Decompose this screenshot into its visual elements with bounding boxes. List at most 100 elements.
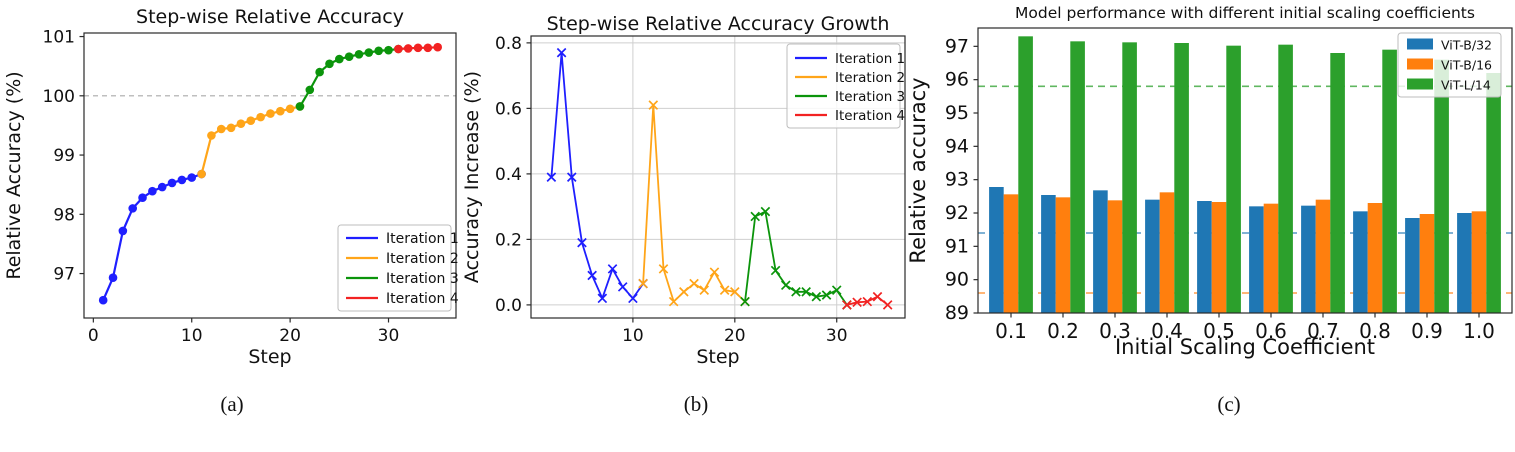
svg-text:0.1: 0.1 (995, 319, 1027, 343)
c-bar (1041, 195, 1056, 313)
svg-text:10: 10 (622, 326, 644, 346)
subplot-a: 0 10 20 30 97 98 99 100 101 Step-wise Relative Ac… (3, 6, 459, 368)
svg-text:Iteration 3: Iteration 3 (835, 89, 905, 105)
c-bar (1278, 44, 1293, 314)
svg-text:0.6: 0.6 (1255, 319, 1287, 343)
c-bars-vit-l-14 (1018, 36, 1501, 314)
a-title: Step-wise Relative Accuracy (136, 6, 404, 28)
svg-text:Iteration 2: Iteration 2 (835, 70, 905, 86)
svg-text:Iteration 2: Iteration 2 (386, 251, 459, 267)
c-bar (1263, 203, 1279, 313)
svg-text:93: 93 (945, 169, 969, 191)
subfigure-caption-b: (b) (683, 392, 709, 416)
a-series-iteration-2 (197, 102, 305, 179)
svg-text:0: 0 (88, 326, 99, 346)
svg-text:Iteration 4: Iteration 4 (386, 291, 459, 307)
svg-text:0.8: 0.8 (1359, 319, 1391, 343)
b-series-iteration-3 (740, 206, 852, 310)
svg-text:10: 10 (181, 326, 203, 346)
svg-text:97: 97 (53, 265, 75, 285)
svg-text:Iteration 4: Iteration 4 (835, 108, 905, 124)
svg-text:0.4: 0.4 (495, 165, 522, 185)
b-y-label: Accuracy Increase (%) (461, 71, 483, 283)
c-x-axis: 0.1 0.2 0.3 0.4 0.5 0.6 0.7 0.8 0.9 1.0 (995, 313, 1495, 343)
c-title: Model performance with different initial… (1015, 4, 1475, 22)
subplot-b: 10 20 30 0.0 0.2 0.4 0.6 0.8 Step-wise Relative … (461, 13, 906, 368)
subfigure-caption-c: (c) (1217, 392, 1241, 416)
b-x-axis: 10 20 30 (622, 318, 848, 346)
svg-text:ViT-L/14: ViT-L/14 (1441, 78, 1491, 93)
c-y-label: Relative accuracy (906, 77, 930, 263)
b-x-label: Step (696, 346, 739, 368)
b-series-iteration-2 (638, 100, 750, 307)
svg-text:Iteration 3: Iteration 3 (386, 271, 459, 287)
c-bar (1405, 218, 1420, 313)
svg-text:0.7: 0.7 (1307, 319, 1339, 343)
svg-text:ViT-B/16: ViT-B/16 (1441, 58, 1492, 73)
svg-text:0.8: 0.8 (495, 34, 522, 54)
b-series-iteration-1 (546, 47, 648, 304)
c-bar (1382, 49, 1397, 314)
c-bar (1018, 36, 1033, 313)
a-y-axis: 97 98 99 100 101 (43, 28, 84, 285)
a-series-iteration-1 (98, 169, 206, 305)
c-bar (1122, 42, 1137, 313)
svg-text:99: 99 (53, 146, 75, 166)
c-bar (1471, 211, 1487, 313)
svg-text:ViT-B/32: ViT-B/32 (1441, 38, 1492, 53)
a-legend: Iteration 1 Iteration 2 Iteration 3 Iterati… (337, 224, 459, 312)
c-bar (1055, 197, 1071, 313)
svg-text:89: 89 (945, 302, 969, 324)
c-bar (1330, 53, 1345, 313)
c-bar (1486, 73, 1501, 313)
svg-text:92: 92 (945, 202, 969, 224)
c-bar (1353, 211, 1368, 313)
a-x-axis: 0 10 20 30 (88, 318, 399, 346)
c-bar (1093, 190, 1108, 313)
a-series-iteration-3 (295, 44, 403, 111)
c-bar (1457, 213, 1472, 313)
c-bar (1159, 192, 1175, 313)
svg-text:0.4: 0.4 (1151, 319, 1183, 343)
b-title: Step-wise Relative Accuracy Growth (547, 13, 890, 35)
c-bar (1315, 199, 1331, 313)
b-y-axis: 0.0 0.2 0.4 0.6 0.8 (495, 34, 531, 316)
c-bars-vit-b-16 (1003, 192, 1487, 313)
svg-text:98: 98 (53, 205, 75, 225)
c-y-axis: 89 90 91 92 93 94 95 96 97 (945, 35, 978, 324)
svg-text:97: 97 (945, 35, 969, 57)
svg-text:0.2: 0.2 (495, 230, 522, 250)
c-bar (1419, 214, 1435, 313)
svg-text:96: 96 (945, 69, 969, 91)
c-bar (1197, 201, 1212, 313)
subplot-c: 0.1 0.2 0.3 0.4 0.5 0.6 0.7 0.8 0.9 1.0 89 90 91 92 93… (906, 4, 1513, 359)
svg-text:30: 30 (378, 326, 400, 346)
svg-text:1.0: 1.0 (1463, 319, 1495, 343)
b-series-iteration-4 (842, 291, 893, 310)
c-bar (1003, 194, 1019, 313)
c-bar (1367, 203, 1383, 313)
svg-text:0.0: 0.0 (495, 296, 522, 316)
subfigure-caption-a: (a) (220, 392, 244, 416)
svg-text:Iteration 1: Iteration 1 (386, 231, 459, 247)
svg-text:20: 20 (279, 326, 301, 346)
svg-text:90: 90 (945, 269, 969, 291)
svg-text:94: 94 (945, 135, 969, 157)
c-x-label: Initial Scaling Coefficient (1115, 335, 1375, 359)
a-x-label: Step (248, 346, 291, 368)
c-bars-vit-b-32 (989, 187, 1472, 313)
c-bar (1107, 200, 1123, 313)
c-bar (989, 187, 1004, 313)
c-bar (1301, 205, 1316, 313)
c-bar (1174, 43, 1189, 313)
a-plot-frame (83, 32, 457, 319)
c-legend: ViT-B/32 ViT-B/16 ViT-L/14 (1397, 32, 1502, 98)
c-bar (1434, 59, 1449, 313)
svg-text:0.6: 0.6 (495, 99, 522, 119)
svg-text:91: 91 (945, 235, 969, 257)
a-y-label: Relative Accuracy (%) (3, 71, 25, 279)
svg-text:100: 100 (43, 87, 75, 107)
c-bar (1070, 41, 1085, 313)
